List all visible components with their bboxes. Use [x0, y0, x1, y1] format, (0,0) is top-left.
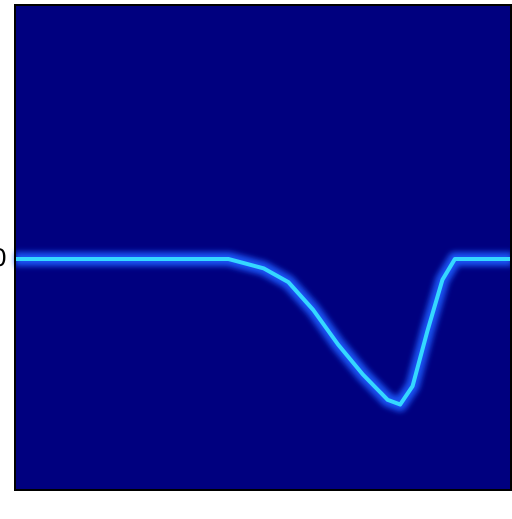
plot-area [15, 5, 512, 490]
plot-frame [14, 4, 512, 491]
y-tick-label: 0 [0, 244, 7, 272]
line [15, 257, 512, 407]
